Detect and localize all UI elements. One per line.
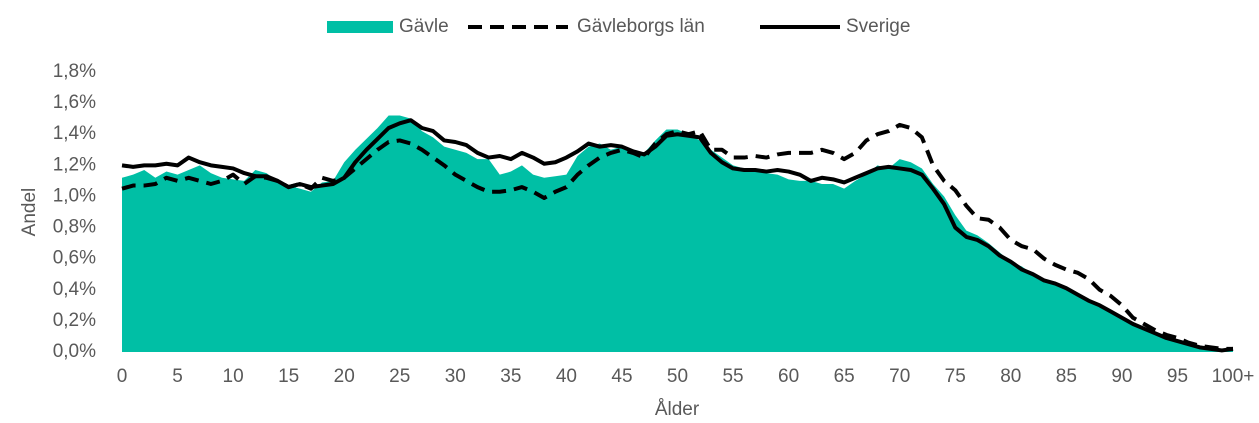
legend-swatch bbox=[327, 21, 393, 33]
y-tick-label: 0,2% bbox=[53, 310, 96, 331]
y-tick-label: 0,0% bbox=[53, 341, 96, 362]
legend-label: Gävle bbox=[399, 16, 449, 37]
x-tick-label: 15 bbox=[278, 366, 299, 387]
y-tick-label: 1,8% bbox=[53, 61, 96, 82]
x-tick-label: 25 bbox=[389, 366, 410, 387]
x-tick-label: 70 bbox=[889, 366, 910, 387]
x-axis-label: Ålder bbox=[655, 399, 700, 420]
x-tick-label: 10 bbox=[223, 366, 244, 387]
x-tick-label: 0 bbox=[117, 366, 128, 387]
y-tick-label: 0,8% bbox=[53, 217, 96, 238]
area bbox=[122, 115, 1233, 352]
y-tick-label: 0,6% bbox=[53, 248, 96, 269]
x-tick-label: 80 bbox=[1000, 366, 1021, 387]
x-tick-label: 50 bbox=[667, 366, 688, 387]
x-tick-label: 5 bbox=[172, 366, 183, 387]
x-tick-label: 75 bbox=[945, 366, 966, 387]
y-tick-label: 0,4% bbox=[53, 279, 96, 300]
x-tick-label: 95 bbox=[1167, 366, 1188, 387]
x-tick-label: 30 bbox=[445, 366, 466, 387]
y-tick-label: 1,0% bbox=[53, 185, 96, 206]
x-tick-label: 100+ bbox=[1212, 366, 1255, 387]
y-tick-label: 1,4% bbox=[53, 123, 96, 144]
x-tick-label: 55 bbox=[722, 366, 743, 387]
legend-label: Sverige bbox=[846, 16, 910, 37]
x-tick-label: 60 bbox=[778, 366, 799, 387]
x-tick-label: 40 bbox=[556, 366, 577, 387]
x-tick-label: 35 bbox=[500, 366, 521, 387]
x-tick-label: 85 bbox=[1056, 366, 1077, 387]
y-tick-label: 1,2% bbox=[53, 154, 96, 175]
x-tick-label: 65 bbox=[834, 366, 855, 387]
line bbox=[121, 118, 1234, 353]
legend-label: Gävleborgs län bbox=[577, 16, 705, 37]
x-tick-label: 20 bbox=[334, 366, 355, 387]
y-axis-label: Andel bbox=[19, 188, 40, 237]
x-tick-label: 45 bbox=[611, 366, 632, 387]
y-tick-label: 1,6% bbox=[53, 92, 96, 113]
x-tick-label: 90 bbox=[1111, 366, 1132, 387]
